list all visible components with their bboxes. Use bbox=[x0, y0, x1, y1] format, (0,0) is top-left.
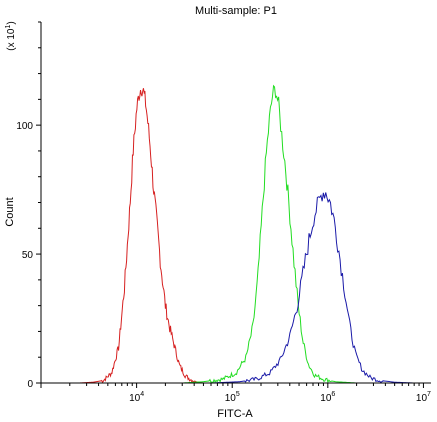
y-axis-multiplier: (x 101) bbox=[5, 21, 17, 50]
y-multiplier-group: (x 101) bbox=[5, 21, 17, 50]
x-tick-label: 107 bbox=[416, 391, 431, 404]
chart-title: Multi-sample: P1 bbox=[195, 5, 277, 17]
series-line-3 bbox=[210, 192, 415, 384]
axis-layer: 0 50 100 104 105 106 107 bbox=[16, 21, 431, 404]
x-tick-label: 104 bbox=[129, 391, 144, 404]
y-tick-label: 50 bbox=[22, 250, 34, 261]
y-tick-label: 100 bbox=[16, 121, 33, 132]
x-tick-label: 105 bbox=[225, 391, 240, 404]
y-tick-label: 0 bbox=[27, 379, 33, 390]
series-line-2 bbox=[182, 84, 357, 384]
y-axis-label-group: Count bbox=[4, 197, 16, 226]
x-tick-label: 106 bbox=[320, 391, 335, 404]
series-layer bbox=[79, 84, 415, 384]
x-axis-label: FITC-A bbox=[217, 408, 253, 420]
y-axis-label: Count bbox=[4, 197, 16, 226]
series-line-1 bbox=[79, 88, 204, 384]
